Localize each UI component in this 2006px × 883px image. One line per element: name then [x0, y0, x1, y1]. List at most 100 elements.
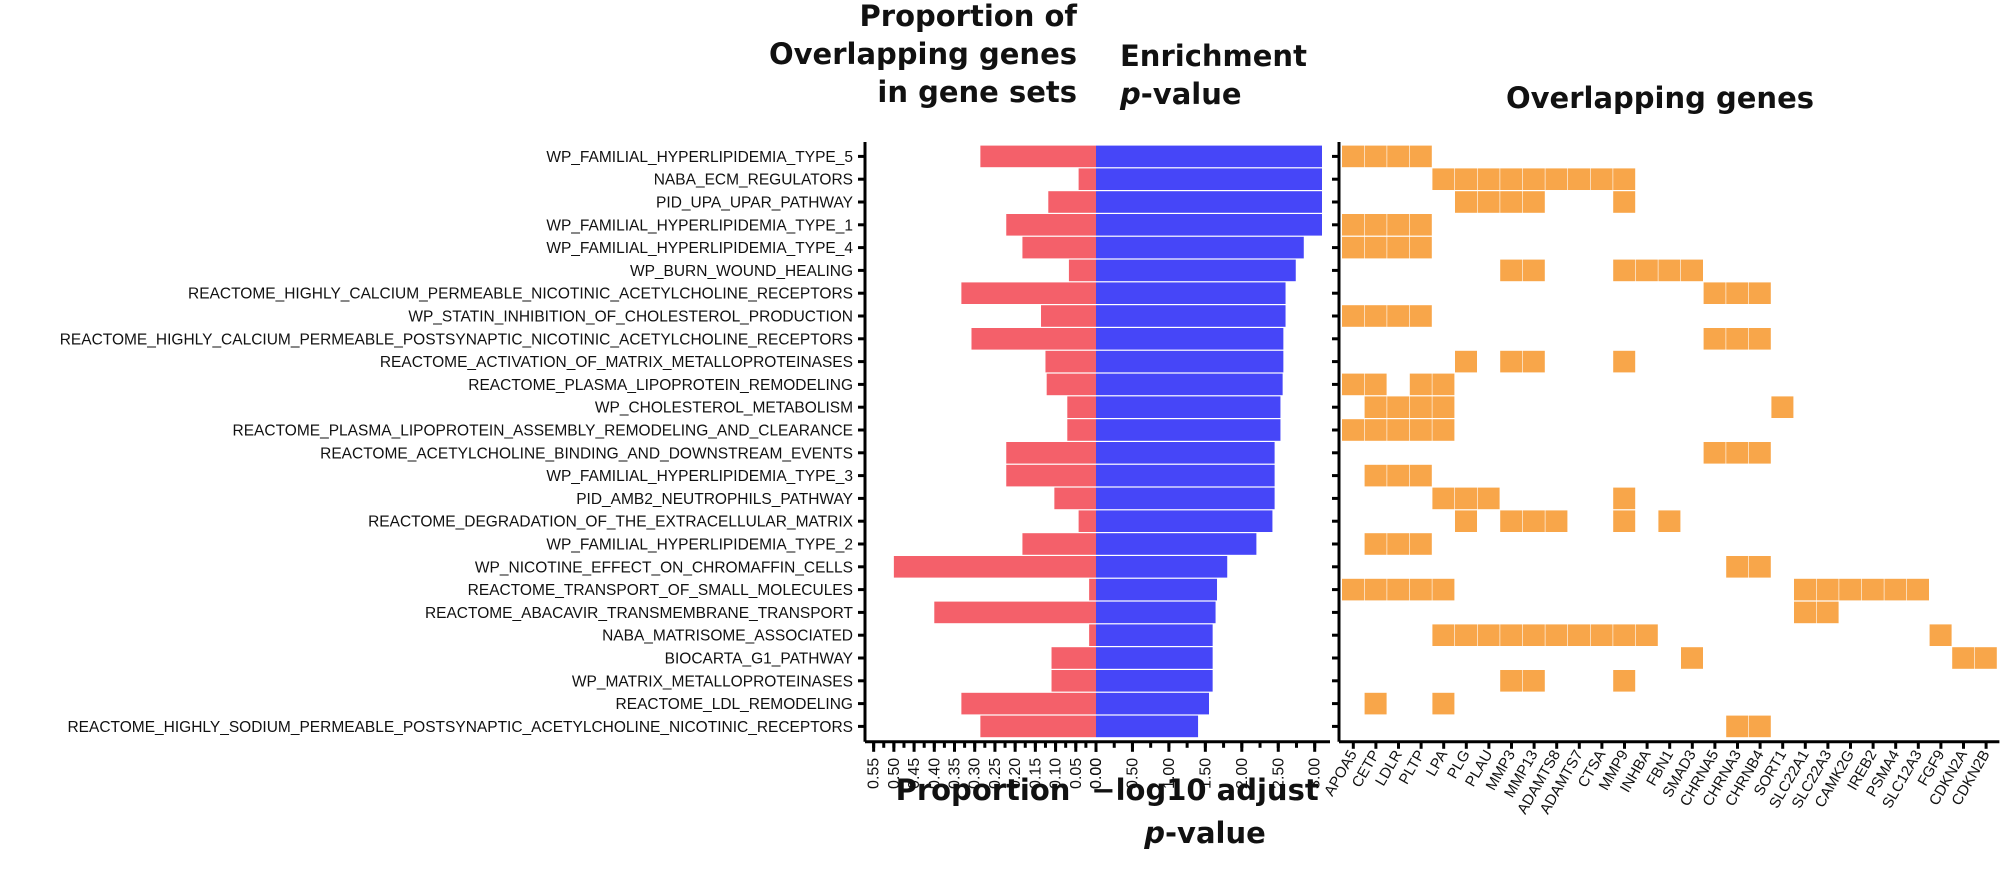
- proportion-bar: [1078, 510, 1096, 532]
- enrichment-bar: [1096, 373, 1283, 396]
- gene-cell: [1342, 214, 1364, 236]
- pathway-label: REACTOME_ACTIVATION_OF_MATRIX_METALLOPRO…: [380, 354, 853, 371]
- proportion-bar: [1045, 350, 1096, 373]
- enrichment-bar: [1096, 510, 1273, 532]
- enrichment-bars: [1096, 145, 1322, 738]
- gene-cell: [1974, 647, 1997, 669]
- gene-cell: [1387, 305, 1410, 327]
- proportion-tick-label: 0.35: [947, 758, 964, 789]
- gene-cell: [1364, 419, 1387, 441]
- gene-cell: [1635, 259, 1658, 282]
- pathway-label: REACTOME_ABACAVIR_TRANSMEMBRANE_TRANSPOR…: [425, 605, 854, 622]
- gene-cell: [1681, 647, 1703, 669]
- proportion-bars: [893, 145, 1096, 738]
- gene-cell: [1364, 396, 1387, 418]
- gene-cell: [1409, 578, 1432, 601]
- gene-cell: [1500, 350, 1523, 373]
- gene-cell: [1387, 464, 1410, 487]
- enrichment-axis: 0.00 0.50 1.00 1.50 2.00 2.50 3.00: [1088, 741, 1324, 789]
- gene-cell: [1342, 578, 1364, 601]
- gene-cell: [1816, 601, 1839, 624]
- enrichment-bar: [1096, 578, 1218, 601]
- gene-cell: [1635, 624, 1658, 646]
- gene-cell: [1726, 442, 1749, 464]
- gene-cell: [1364, 214, 1387, 236]
- proportion-tick-label: 0.05: [1068, 758, 1085, 789]
- proportion-bar: [893, 556, 1096, 578]
- gene-cell: [1409, 464, 1432, 487]
- proportion-bar: [961, 692, 1096, 715]
- enrichment-bar: [1096, 168, 1322, 190]
- gene-cell: [1342, 373, 1364, 396]
- enrichment-bar: [1096, 145, 1322, 168]
- gene-cell: [1387, 236, 1410, 259]
- gene-cell: [1500, 670, 1523, 692]
- gene-cell: [1409, 396, 1432, 418]
- pathway-label: REACTOME_LDL_REMODELING: [616, 696, 853, 713]
- gene-cell: [1409, 305, 1432, 327]
- enrichment-bar: [1096, 692, 1209, 715]
- gene-cell: [1432, 396, 1455, 418]
- gene-cell: [1590, 624, 1613, 646]
- gene-cell: [1748, 442, 1771, 464]
- pathway-label: REACTOME_PLASMA_LIPOPROTEIN_REMODELING: [468, 377, 853, 394]
- pathway-label: REACTOME_HIGHLY_SODIUM_PERMEABLE_POSTSYN…: [67, 719, 853, 736]
- enrichment-bar: [1096, 350, 1284, 373]
- gene-cell: [1500, 624, 1523, 646]
- enrichment-title-line-2: p-value: [1119, 77, 1242, 111]
- gene-cell: [1861, 578, 1884, 601]
- proportion-bar: [1022, 236, 1096, 259]
- gene-cell: [1500, 168, 1523, 190]
- gene-cell: [1726, 715, 1749, 738]
- gene-cell: [1409, 236, 1432, 259]
- gene-cell: [1794, 578, 1816, 601]
- proportion-bar: [980, 715, 1096, 738]
- enrichment-bar: [1096, 715, 1199, 738]
- gene-cell: [1364, 236, 1387, 259]
- pathway-label: PID_AMB2_NEUTROPHILS_PATHWAY: [576, 491, 853, 508]
- gene-cell: [1455, 510, 1477, 532]
- enrichment-tick-label: 2.50: [1270, 758, 1287, 789]
- gene-cell: [1703, 442, 1726, 464]
- enrichment-bar: [1096, 419, 1281, 441]
- genes-title: Overlapping genes: [1506, 81, 1814, 115]
- gene-cell: [1477, 168, 1500, 190]
- gene-cell: [1387, 533, 1410, 555]
- enrichment-bar: [1096, 533, 1257, 555]
- gene-cell: [1342, 419, 1364, 441]
- pathway-label: WP_FAMILIAL_HYPERLIPIDEMIA_TYPE_2: [546, 537, 853, 554]
- enrichment-tick-label: 0.50: [1124, 758, 1141, 789]
- proportion-bar: [1006, 214, 1096, 236]
- proportion-bar: [980, 145, 1096, 168]
- proportion-tick-label: 0.20: [1007, 758, 1024, 789]
- pathway-label: WP_FAMILIAL_HYPERLIPIDEMIA_TYPE_1: [546, 217, 853, 234]
- gene-cell: [1929, 624, 1952, 646]
- gene-cell: [1477, 191, 1500, 213]
- proportion-bar: [1089, 578, 1096, 601]
- gene-cell: [1364, 578, 1387, 601]
- pathway-label: NABA_MATRISOME_ASSOCIATED: [602, 628, 853, 645]
- gene-cell: [1522, 624, 1545, 646]
- enrichment-bar: [1096, 556, 1228, 578]
- enrichment-bar: [1096, 464, 1275, 487]
- enrichment-bar: [1096, 601, 1216, 624]
- proportion-bar: [1067, 396, 1096, 418]
- proportion-bar: [1054, 487, 1096, 510]
- enrichment-axis-title-line-1: −log10 adjust: [1091, 773, 1319, 807]
- enrichment-bar: [1096, 259, 1296, 282]
- gene-cell: [1771, 396, 1794, 418]
- gene-cell: [1477, 487, 1500, 510]
- pathway-label: BIOCARTA_G1_PATHWAY: [665, 651, 853, 668]
- proportion-bar: [961, 282, 1096, 304]
- proportion-tick-label: 0.50: [886, 758, 903, 789]
- gene-cell: [1387, 396, 1410, 418]
- proportion-bar: [1046, 373, 1096, 396]
- pathway-label: REACTOME_HIGHLY_CALCIUM_PERMEABLE_NICOTI…: [188, 286, 853, 303]
- gene-cell: [1613, 191, 1636, 213]
- gene-cell: [1522, 191, 1545, 213]
- gene-cell: [1907, 578, 1929, 601]
- gene-cell: [1816, 578, 1839, 601]
- gene-cell: [1342, 236, 1364, 259]
- proportion-bar: [1051, 647, 1096, 669]
- proportion-bar: [1022, 533, 1096, 555]
